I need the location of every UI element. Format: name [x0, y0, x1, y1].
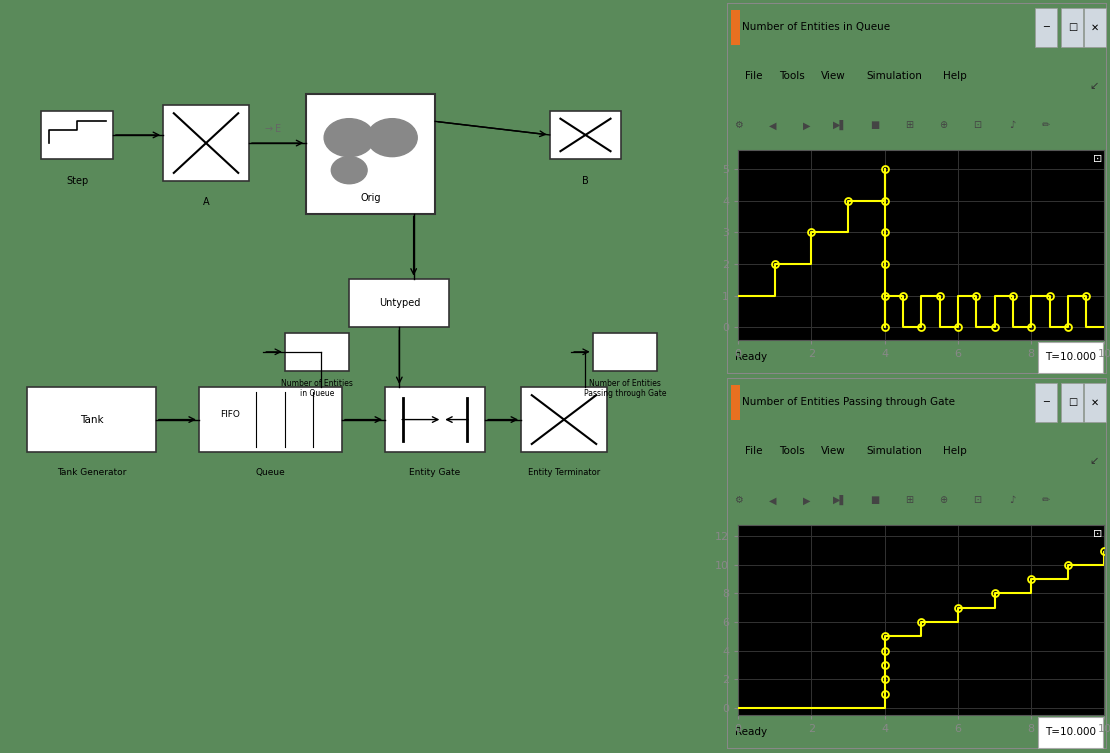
Bar — [385, 387, 485, 452]
Text: Number of Entities
Passing through Gate: Number of Entities Passing through Gate — [584, 379, 666, 398]
Text: ⚙: ⚙ — [734, 120, 743, 130]
Text: ✏: ✏ — [1042, 495, 1050, 505]
Bar — [1061, 383, 1083, 422]
Text: ♪: ♪ — [1009, 495, 1015, 505]
Text: Step: Step — [65, 175, 89, 185]
Text: $\rightarrow$E: $\rightarrow$E — [263, 122, 283, 134]
Text: ▶▌: ▶▌ — [834, 495, 848, 505]
Bar — [1083, 8, 1106, 47]
Text: ⊞: ⊞ — [906, 120, 914, 130]
Text: □: □ — [1068, 23, 1077, 32]
Bar — [1035, 8, 1057, 47]
Text: Ready: Ready — [735, 727, 767, 737]
Text: Tank: Tank — [80, 415, 103, 425]
Text: ◀: ◀ — [769, 120, 776, 130]
Bar — [306, 94, 435, 214]
Text: ↙: ↙ — [1090, 81, 1099, 91]
Text: T=10.000: T=10.000 — [1046, 352, 1096, 362]
Text: B: B — [582, 175, 588, 185]
Text: Ready: Ready — [735, 352, 767, 362]
Text: Orig: Orig — [361, 193, 381, 203]
Text: Queue: Queue — [255, 468, 285, 477]
Bar — [730, 386, 740, 419]
Text: ◀: ◀ — [769, 495, 776, 505]
Bar — [521, 387, 607, 452]
Text: File: File — [745, 447, 763, 456]
Text: ✕: ✕ — [1091, 23, 1099, 32]
Circle shape — [367, 119, 417, 157]
Text: ⊕: ⊕ — [939, 120, 948, 130]
Text: File: File — [745, 72, 763, 81]
Bar — [41, 111, 113, 160]
Text: ⊡: ⊡ — [1093, 154, 1102, 163]
Text: View: View — [821, 447, 846, 456]
Text: Simulation: Simulation — [866, 72, 922, 81]
Text: Tools: Tools — [779, 72, 805, 81]
Text: ▶: ▶ — [803, 495, 810, 505]
Text: Entity Terminator: Entity Terminator — [528, 468, 601, 477]
Text: ⊡: ⊡ — [973, 120, 981, 130]
Text: ─: ─ — [1043, 23, 1049, 32]
Text: ▶: ▶ — [803, 120, 810, 130]
Text: ▶▌: ▶▌ — [834, 120, 848, 130]
Bar — [593, 333, 657, 370]
Text: Number of Entities Passing through Gate: Number of Entities Passing through Gate — [743, 398, 956, 407]
Text: View: View — [821, 72, 846, 81]
Text: ■: ■ — [870, 495, 880, 505]
Bar — [350, 279, 450, 328]
Bar — [1083, 383, 1106, 422]
Text: Number of Entities
in Queue: Number of Entities in Queue — [281, 379, 353, 398]
Text: ✏: ✏ — [1042, 120, 1050, 130]
Text: Help: Help — [944, 72, 967, 81]
Bar — [730, 11, 740, 44]
Text: Entity Gate: Entity Gate — [410, 468, 461, 477]
Bar — [163, 105, 249, 181]
Bar — [1035, 383, 1057, 422]
Text: Tank Generator: Tank Generator — [57, 468, 127, 477]
Bar — [27, 387, 155, 452]
Text: Simulation: Simulation — [866, 447, 922, 456]
Bar — [1038, 342, 1103, 373]
Text: ─: ─ — [1043, 398, 1049, 407]
Text: ⊕: ⊕ — [939, 495, 948, 505]
Circle shape — [331, 157, 367, 184]
Text: ■: ■ — [870, 120, 880, 130]
Text: □: □ — [1068, 398, 1077, 407]
Text: Tools: Tools — [779, 447, 805, 456]
Bar — [1038, 717, 1103, 748]
Text: A: A — [203, 197, 210, 207]
Text: ⊡: ⊡ — [973, 495, 981, 505]
Text: FIFO: FIFO — [221, 410, 240, 419]
Circle shape — [324, 119, 374, 157]
Text: Help: Help — [944, 447, 967, 456]
Text: Untyped: Untyped — [379, 298, 420, 308]
Text: T=10.000: T=10.000 — [1046, 727, 1096, 737]
Bar — [549, 111, 622, 160]
Text: ♪: ♪ — [1009, 120, 1015, 130]
Text: ✕: ✕ — [1091, 398, 1099, 407]
Bar — [285, 333, 350, 370]
Text: ↙: ↙ — [1090, 456, 1099, 466]
Text: Number of Entities in Queue: Number of Entities in Queue — [743, 23, 890, 32]
Text: ⚙: ⚙ — [734, 495, 743, 505]
Text: ⊡: ⊡ — [1093, 529, 1102, 538]
Bar — [199, 387, 342, 452]
Bar — [1061, 8, 1083, 47]
Text: ⊞: ⊞ — [906, 495, 914, 505]
